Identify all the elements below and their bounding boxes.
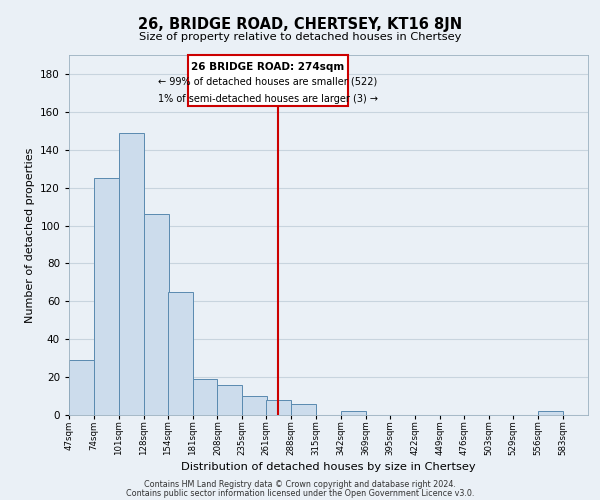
Text: ← 99% of detached houses are smaller (522): ← 99% of detached houses are smaller (52… bbox=[158, 76, 378, 86]
FancyBboxPatch shape bbox=[188, 55, 349, 106]
Bar bbox=[217, 384, 242, 415]
Text: 26, BRIDGE ROAD, CHERTSEY, KT16 8JN: 26, BRIDGE ROAD, CHERTSEY, KT16 8JN bbox=[138, 18, 462, 32]
Bar bbox=[538, 411, 563, 415]
Bar bbox=[69, 360, 94, 415]
Text: Contains HM Land Registry data © Crown copyright and database right 2024.: Contains HM Land Registry data © Crown c… bbox=[144, 480, 456, 489]
Text: 1% of semi-detached houses are larger (3) →: 1% of semi-detached houses are larger (3… bbox=[158, 94, 378, 104]
Y-axis label: Number of detached properties: Number of detached properties bbox=[25, 148, 35, 322]
Bar bbox=[193, 379, 217, 415]
Bar bbox=[94, 178, 119, 415]
Text: Contains public sector information licensed under the Open Government Licence v3: Contains public sector information licen… bbox=[126, 489, 474, 498]
Bar bbox=[242, 396, 267, 415]
Bar bbox=[143, 214, 169, 415]
Bar bbox=[119, 132, 143, 415]
Bar bbox=[266, 400, 291, 415]
Text: Size of property relative to detached houses in Chertsey: Size of property relative to detached ho… bbox=[139, 32, 461, 42]
Bar bbox=[167, 292, 193, 415]
Bar bbox=[341, 411, 366, 415]
Bar bbox=[291, 404, 316, 415]
X-axis label: Distribution of detached houses by size in Chertsey: Distribution of detached houses by size … bbox=[181, 462, 476, 472]
Text: 26 BRIDGE ROAD: 274sqm: 26 BRIDGE ROAD: 274sqm bbox=[191, 62, 345, 72]
